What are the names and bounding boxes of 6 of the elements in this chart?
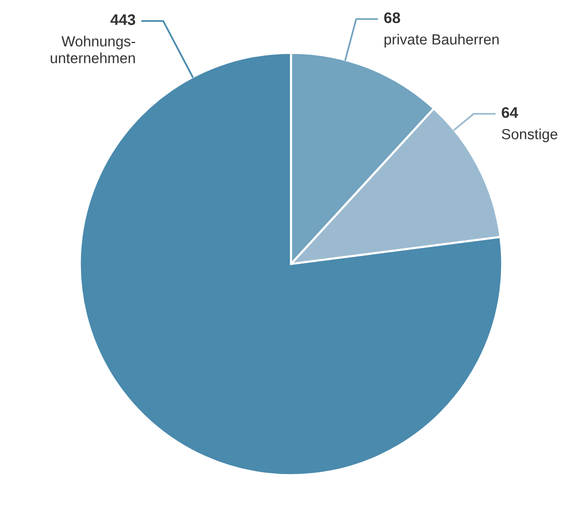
data-label: 443	[110, 14, 136, 26]
slice-label: Sonstige	[502, 128, 558, 142]
data-label: 64	[502, 107, 518, 118]
slice-label: Wohnungs- unternehmen	[50, 36, 136, 64]
data-label: 68	[384, 12, 400, 24]
slice-label: private Bauherren	[384, 34, 499, 48]
